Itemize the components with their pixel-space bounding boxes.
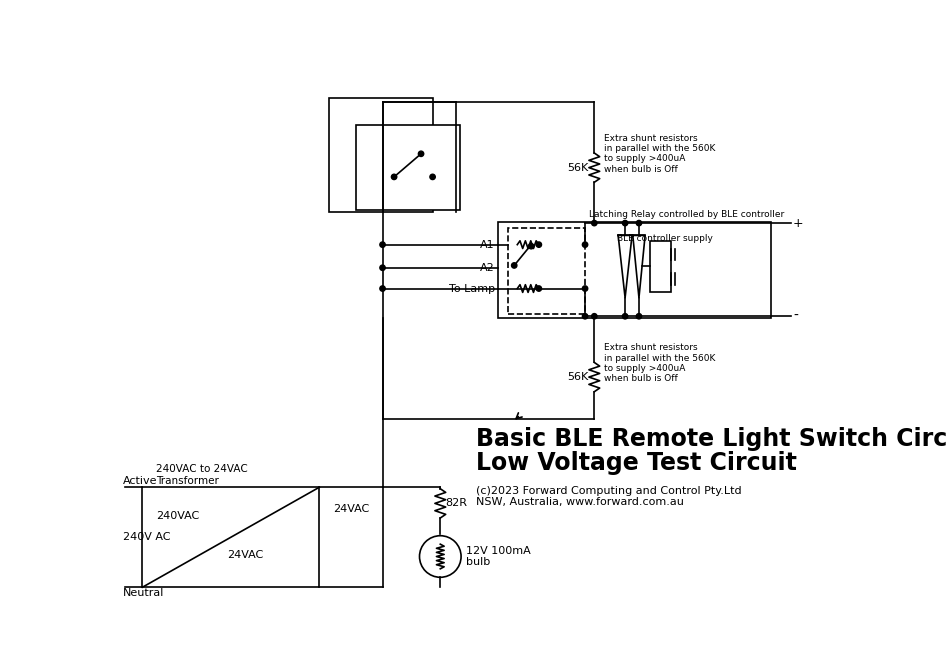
Circle shape	[592, 220, 597, 226]
Text: -: -	[793, 309, 797, 323]
Text: 24VAC: 24VAC	[333, 504, 369, 514]
Text: Latching Relay controlled by BLE controller: Latching Relay controlled by BLE control…	[589, 210, 784, 219]
Circle shape	[536, 286, 542, 291]
Circle shape	[420, 536, 461, 577]
Text: 82R: 82R	[446, 499, 468, 509]
Circle shape	[622, 314, 628, 319]
Text: 56K: 56K	[567, 372, 589, 382]
Circle shape	[380, 286, 385, 291]
Circle shape	[622, 220, 628, 226]
Bar	[329, 97, 433, 212]
Text: Basic BLE Remote Light Switch Circuit: Basic BLE Remote Light Switch Circuit	[476, 427, 947, 451]
Text: 24VAC: 24VAC	[227, 550, 263, 560]
Text: Neutral: Neutral	[123, 589, 165, 599]
Circle shape	[528, 243, 534, 249]
Text: 12V 100mA
bulb: 12V 100mA bulb	[466, 546, 530, 567]
Circle shape	[582, 242, 588, 247]
Circle shape	[536, 242, 542, 247]
Circle shape	[391, 174, 397, 179]
Circle shape	[380, 265, 385, 270]
Bar	[650, 241, 671, 292]
Text: Low Voltage Test Circuit: Low Voltage Test Circuit	[476, 452, 797, 475]
Text: Active: Active	[123, 476, 157, 486]
Circle shape	[419, 151, 423, 157]
Bar	[498, 222, 772, 318]
Circle shape	[430, 174, 436, 179]
Bar	[355, 125, 459, 210]
Circle shape	[511, 263, 517, 268]
Bar	[508, 228, 585, 314]
Circle shape	[636, 220, 642, 226]
Text: 240VAC: 240VAC	[156, 511, 200, 521]
Text: 240VAC to 24VAC
Transformer: 240VAC to 24VAC Transformer	[156, 464, 248, 486]
Circle shape	[582, 286, 588, 291]
Text: Extra shunt resistors
in parallel with the 560K
to supply >400uA
when bulb is Of: Extra shunt resistors in parallel with t…	[603, 134, 715, 174]
Text: A1: A1	[480, 240, 495, 250]
Circle shape	[636, 314, 642, 319]
Text: 240V AC: 240V AC	[123, 532, 170, 542]
Text: To Lamp: To Lamp	[449, 284, 495, 294]
Circle shape	[380, 242, 385, 247]
Circle shape	[592, 314, 597, 319]
Text: (c)2023 Forward Computing and Control Pty.Ltd
NSW, Australia, www.forward.com.au: (c)2023 Forward Computing and Control Pt…	[476, 486, 742, 507]
Text: 56K: 56K	[567, 163, 589, 173]
Text: +: +	[793, 216, 804, 230]
Text: A2: A2	[480, 263, 495, 273]
Circle shape	[582, 314, 588, 319]
Bar	[142, 487, 319, 587]
Text: BLE controller supply: BLE controller supply	[617, 234, 713, 243]
Text: Extra shunt resistors
in parallel with the 560K
to supply >400uA
when bulb is Of: Extra shunt resistors in parallel with t…	[603, 343, 715, 383]
